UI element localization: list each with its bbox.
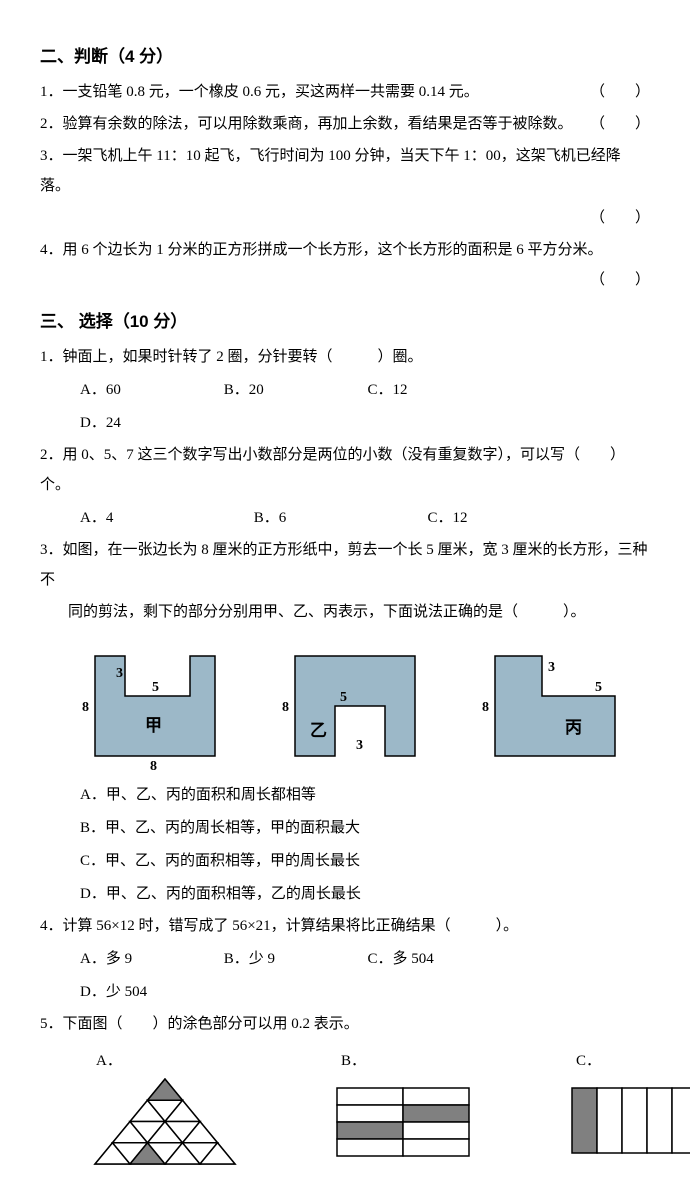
fig-jia: 3 5 8 甲 8: [80, 641, 230, 771]
section3-heading: 三、 选择（10 分）: [40, 307, 650, 332]
s3-q1-opts: A．60 B．20 C．12 D．24: [40, 374, 650, 440]
s3-q2-C: C．12: [428, 502, 598, 535]
s3-q3-C: C．甲、乙、丙的面积相等，甲的周长最长: [80, 845, 380, 878]
s3-q5: 5．下面图（ ）的涂色部分可以用 0.2 表示。: [40, 1009, 650, 1039]
s2-q2: 2．验算有余数的除法，可以用除数乘商，再加上余数，看结果是否等于被除数。 （ ）: [40, 109, 650, 139]
yi-5: 5: [340, 690, 347, 705]
s2-q2-text: 2．验算有余数的除法，可以用除数乘商，再加上余数，看结果是否等于被除数。: [40, 116, 573, 132]
s3-q3-figures: 3 5 8 甲 8 5 8 乙 3 3 5 8 丙: [40, 629, 650, 779]
s3-q2: 2．用 0、5、7 这三个数字写出小数部分是两位的小数（没有重复数字），可以写（…: [40, 440, 650, 500]
s3-q4-opts: A．多 9 B．少 9 C．多 504 D．少 504: [40, 943, 650, 1009]
s3-q3-opts: A．甲、乙、丙的面积和周长都相等 B．甲、乙、丙的周长相等，甲的面积最大 C．甲…: [40, 779, 650, 911]
q5-optB: B．: [335, 1049, 475, 1174]
s3-q1-D: D．24: [80, 407, 220, 440]
q5-optA: A．: [90, 1049, 240, 1174]
s3-q1-C: C．12: [368, 374, 508, 407]
s2-q2-paren: （ ）: [590, 109, 650, 139]
s2-q4: 4．用 6 个边长为 1 分米的正方形拼成一个长方形，这个长方形的面积是 6 平…: [40, 235, 650, 295]
q5-C-label: C．: [570, 1049, 690, 1070]
q5-B-label: B．: [335, 1049, 475, 1070]
s2-q4-text: 4．用 6 个边长为 1 分米的正方形拼成一个长方形，这个长方形的面积是 6 平…: [40, 242, 603, 258]
s3-q3-l2: 同的剪法，剩下的部分分别用甲、乙、丙表示，下面说法正确的是（ ）。: [40, 597, 650, 627]
s3-q3-D: D．甲、乙、丙的面积相等，乙的周长最长: [80, 878, 380, 911]
s2-q3-paren-line: （ ）: [40, 203, 650, 233]
s3-q3-A: A．甲、乙、丙的面积和周长都相等: [80, 779, 380, 812]
fig-triangle: [90, 1074, 240, 1169]
s3-q3-B: B．甲、乙、丙的周长相等，甲的面积最大: [80, 812, 380, 845]
fig-yi: 5 8 乙 3: [280, 641, 430, 771]
jia-5: 5: [152, 680, 159, 695]
bing-3: 3: [548, 660, 555, 675]
jia-3: 3: [116, 666, 123, 681]
bing-label: 丙: [565, 718, 582, 737]
s2-q3-paren: （ ）: [590, 203, 650, 233]
s3-q4-A: A．多 9: [80, 943, 220, 976]
s2-q3-text: 3．一架飞机上午 11：10 起飞，飞行时间为 100 分钟，当天下午 1：00…: [40, 148, 621, 194]
s3-q2-B: B．6: [254, 502, 424, 535]
s2-q1: 1．一支铅笔 0.8 元，一个橡皮 0.6 元，买这两样一共需要 0.14 元。…: [40, 77, 650, 107]
section2-heading: 二、判断（4 分）: [40, 42, 650, 67]
s2-q3: 3．一架飞机上午 11：10 起飞，飞行时间为 100 分钟，当天下午 1：00…: [40, 141, 650, 201]
s2-q1-paren: （ ）: [590, 77, 650, 107]
bing-5: 5: [595, 680, 602, 695]
s2-q1-text: 1．一支铅笔 0.8 元，一个橡皮 0.6 元，买这两样一共需要 0.14 元。: [40, 84, 479, 100]
s3-q3-l1: 3．如图，在一张边长为 8 厘米的正方形纸中，剪去一个长 5 厘米，宽 3 厘米…: [40, 535, 650, 595]
q5-A-label: A．: [90, 1049, 240, 1070]
s3-q2-opts: A．4 B．6 C．12: [40, 502, 650, 535]
s3-q2-A: A．4: [80, 502, 250, 535]
jia-8b: 8: [150, 759, 157, 771]
yi-3: 3: [356, 738, 363, 753]
s3-q4-D: D．少 504: [80, 976, 220, 1009]
s3-q1-B: B．20: [224, 374, 364, 407]
s3-q1-A: A．60: [80, 374, 220, 407]
fig-grid: [335, 1086, 475, 1161]
yi-label: 乙: [310, 721, 327, 740]
jia-label: 甲: [145, 716, 162, 735]
q5-optC: C．: [570, 1049, 690, 1174]
s3-q4: 4．计算 56×12 时，错写成了 56×21，计算结果将比正确结果（ ）。: [40, 911, 650, 941]
s3-q4-B: B．少 9: [224, 943, 364, 976]
s3-q1: 1．钟面上，如果时针转了 2 圈，分针要转（ ）圈。: [40, 342, 650, 372]
bing-8l: 8: [482, 700, 489, 715]
fig-bing: 3 5 8 丙: [480, 641, 630, 771]
s3-q4-C: C．多 504: [368, 943, 508, 976]
s2-q4-paren: （ ）: [590, 265, 650, 295]
fig-bars: [570, 1086, 690, 1161]
jia-8l: 8: [82, 700, 89, 715]
s3-q5-figs: A．: [40, 1041, 650, 1174]
yi-8l: 8: [282, 700, 289, 715]
